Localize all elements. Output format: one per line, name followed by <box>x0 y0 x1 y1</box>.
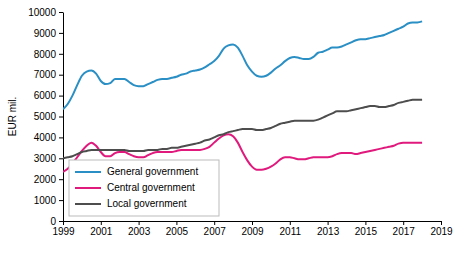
x-tick: 2009 <box>241 221 264 237</box>
x-tick-mark <box>365 221 366 225</box>
x-tick-label: 2011 <box>280 226 302 237</box>
x-tick-label: 2005 <box>166 226 189 237</box>
y-tick-mark <box>59 221 63 222</box>
x-tick-label: 2017 <box>393 226 416 237</box>
y-tick-label: 6000 <box>34 90 57 101</box>
y-axis: 0 1000 2000 3000 4000 5000 6000 7000 8000 9000 100… <box>28 7 63 227</box>
y-tick-label: 10000 <box>28 7 56 18</box>
y-tick: 0 <box>50 216 63 227</box>
y-tick: 7000 <box>34 69 63 80</box>
x-tick-label: 2009 <box>241 226 264 237</box>
y-tick: 9000 <box>34 28 63 39</box>
y-tick-mark <box>59 54 63 55</box>
x-tick-label: 2003 <box>128 226 151 237</box>
x-tick-mark <box>441 221 442 225</box>
x-tick-label: 2007 <box>204 226 227 237</box>
y-tick-label: 2000 <box>34 174 57 185</box>
x-tick-mark <box>101 221 102 225</box>
x-tick: 2003 <box>128 221 151 237</box>
y-tick-mark <box>59 200 63 201</box>
y-tick-mark <box>59 117 63 118</box>
x-tick: 2005 <box>166 221 189 237</box>
y-tick-label: 9000 <box>34 28 57 39</box>
y-tick-mark <box>59 158 63 159</box>
y-tick-mark <box>59 75 63 76</box>
x-tick: 2015 <box>355 221 378 237</box>
x-tick-label: 2001 <box>90 226 113 237</box>
plot-area <box>63 21 422 171</box>
x-tick-mark <box>290 221 291 225</box>
x-tick: 2001 <box>90 221 113 237</box>
legend-swatch <box>75 203 101 205</box>
x-axis: 1999 2001 2003 2005 2007 2009 2011 2013 2015 2017… <box>52 221 453 237</box>
legend-label: Central government <box>107 182 195 193</box>
x-tick-label: 1999 <box>52 226 75 237</box>
x-tick-mark <box>252 221 253 225</box>
legend-swatch <box>75 171 101 173</box>
y-tick: 5000 <box>34 111 63 122</box>
y-tick: 6000 <box>34 90 63 101</box>
x-tick: 2007 <box>204 221 227 237</box>
x-tick-label: 2013 <box>317 226 340 237</box>
x-tick: 2019 <box>430 221 453 237</box>
chart: 1999 2001 2003 2005 2007 2009 2011 2013 2015 2017… <box>0 0 454 253</box>
y-tick-label: 5000 <box>34 111 57 122</box>
x-tick-mark <box>328 221 329 225</box>
x-tick-mark <box>176 221 177 225</box>
y-tick-label: 1000 <box>34 195 57 206</box>
y-axis-line <box>63 13 64 222</box>
y-tick-mark <box>59 179 63 180</box>
x-tick-mark <box>139 221 140 225</box>
y-tick-label: 7000 <box>34 69 57 80</box>
y-tick-label: 3000 <box>34 153 57 164</box>
y-tick: 3000 <box>34 153 63 164</box>
x-tick: 2017 <box>393 221 416 237</box>
y-tick-label: 4000 <box>34 132 57 143</box>
series-line <box>63 21 422 109</box>
series-line <box>63 100 422 159</box>
x-tick-label: 2015 <box>355 226 378 237</box>
y-tick-mark <box>59 12 63 13</box>
y-axis-title: EUR mil. <box>7 97 18 136</box>
y-tick: 8000 <box>34 49 63 60</box>
y-tick-label: 0 <box>50 216 56 227</box>
legend-label: Local government <box>107 198 187 209</box>
x-tick-mark <box>214 221 215 225</box>
y-tick: 10000 <box>28 7 63 18</box>
x-tick-label: 2019 <box>430 226 453 237</box>
y-tick: 2000 <box>34 174 63 185</box>
x-tick-mark <box>403 221 404 225</box>
legend-swatch <box>75 187 101 189</box>
y-tick: 1000 <box>34 195 63 206</box>
y-tick: 4000 <box>34 132 63 143</box>
x-tick-mark <box>63 221 64 225</box>
y-tick-mark <box>59 96 63 97</box>
y-tick-mark <box>59 33 63 34</box>
x-tick: 2013 <box>317 221 340 237</box>
legend-box <box>69 160 219 216</box>
y-tick-label: 8000 <box>34 49 57 60</box>
legend: General government Central government Loca… <box>69 160 219 216</box>
y-tick-mark <box>59 137 63 138</box>
x-tick: 2011 <box>280 221 302 237</box>
legend-label: General government <box>107 166 198 177</box>
